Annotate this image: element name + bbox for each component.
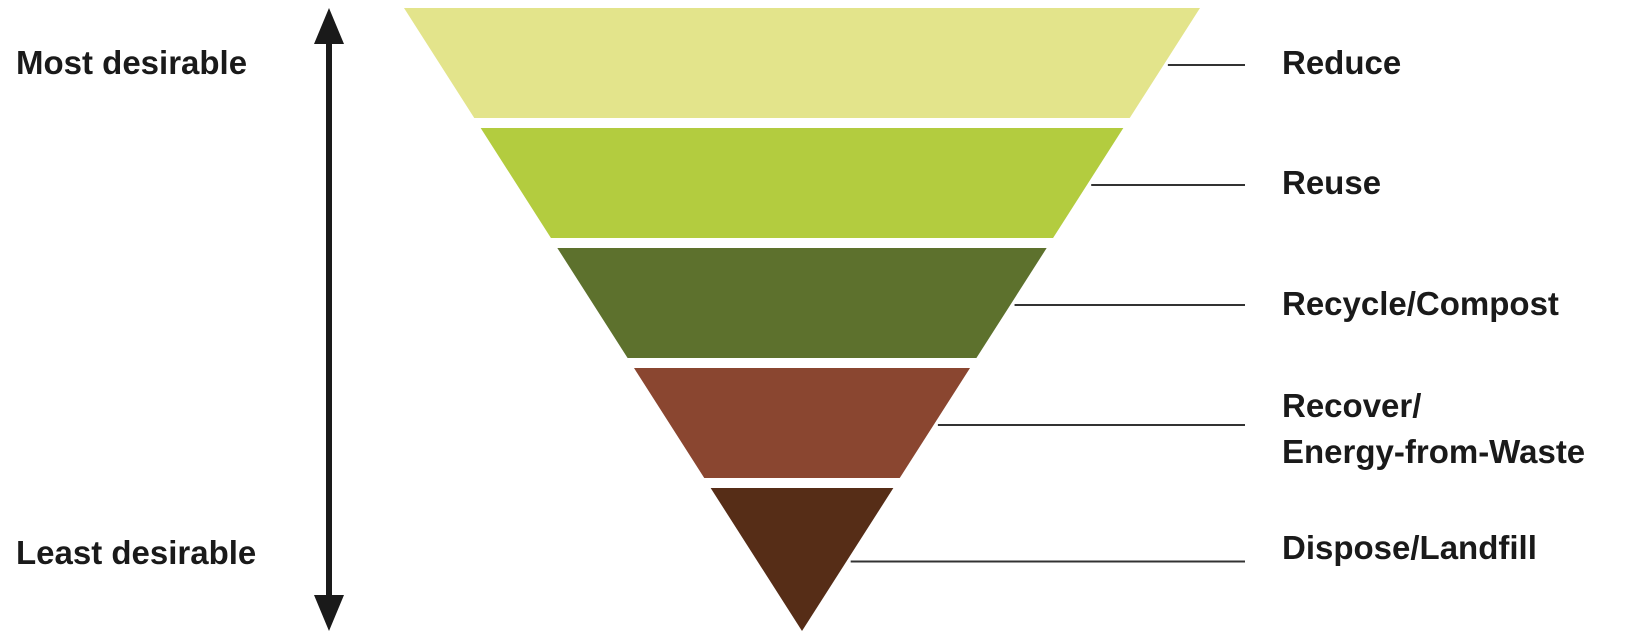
tier-label-reduce: Reduce [1282, 40, 1401, 86]
tier-label-recycle-compost: Recycle/Compost [1282, 281, 1559, 327]
tier-label-line: Reduce [1282, 44, 1402, 81]
tier-reduce [404, 8, 1200, 118]
tier-label-line: Reuse [1282, 164, 1382, 201]
inverted-pyramid [404, 8, 1200, 631]
tier-label-line: Energy-from-Waste [1282, 433, 1586, 470]
tier-label-line: Recycle/Compost [1282, 285, 1559, 322]
arrow-head-down [314, 595, 344, 631]
tier-reuse [480, 128, 1124, 238]
least-desirable-label: Least desirable [16, 534, 257, 571]
tier-label-recover-energy-from-waste: Recover/Energy-from-Waste [1282, 383, 1585, 475]
tier-label-line: Dispose/Landfill [1282, 529, 1537, 566]
tier-label-reuse: Reuse [1282, 160, 1381, 206]
tier-label-line: Recover/ [1282, 387, 1422, 424]
tier-label-dispose-landfill: Dispose/Landfill [1282, 525, 1537, 571]
tier-recover-energy-from-waste [633, 368, 971, 478]
tier-recycle-compost [557, 248, 1047, 358]
most-desirable-label: Most desirable [16, 44, 248, 81]
desirability-arrow [314, 8, 344, 631]
leader-lines [850, 64, 1245, 563]
tier-dispose-landfill [710, 488, 894, 631]
arrow-head-up [314, 8, 344, 44]
